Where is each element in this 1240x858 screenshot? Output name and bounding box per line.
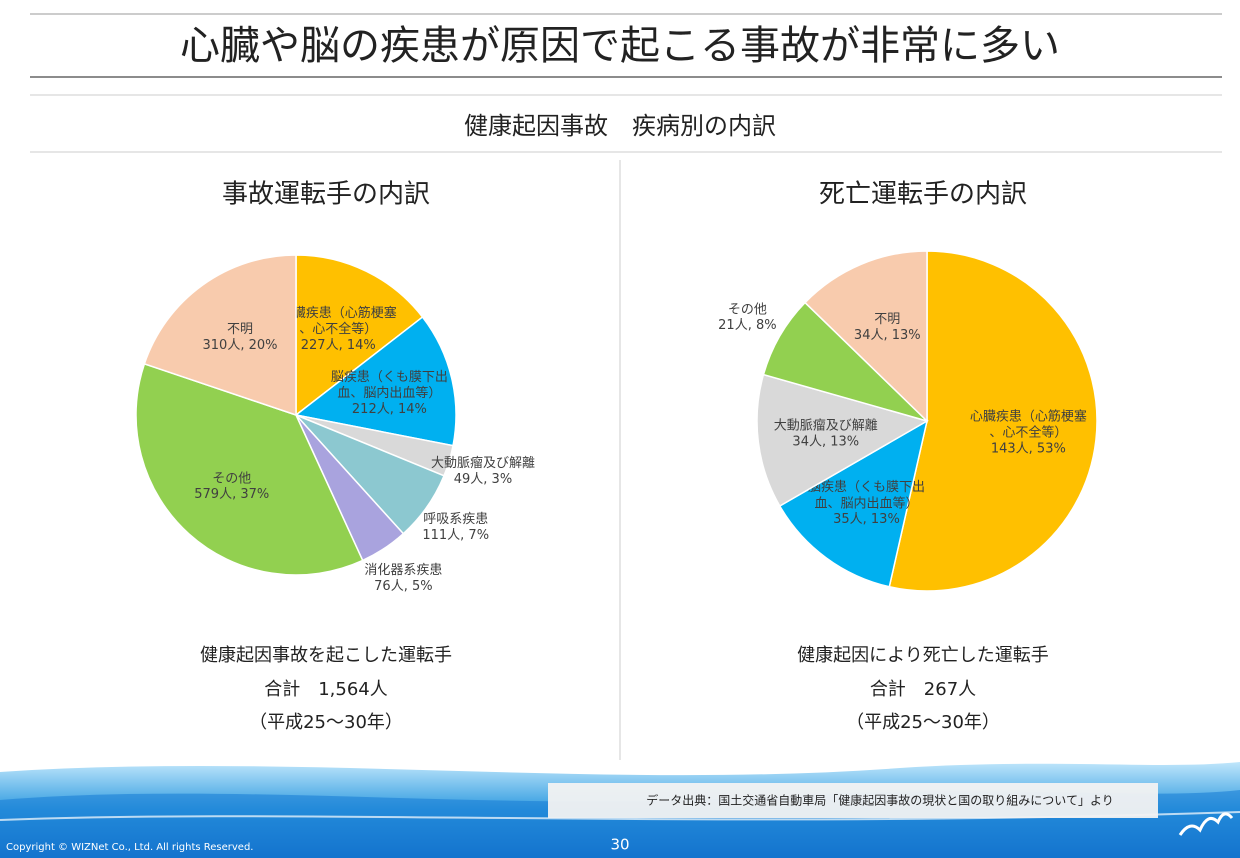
- source: データ出典：国土交通省自動車局「健康起因事故の現状と国の取り組みについて」より: [646, 793, 1113, 808]
- slice-value-label: 21人, 8%: [718, 318, 776, 333]
- pie-slice: [135, 362, 364, 576]
- slice-value-label: 76人, 5%: [374, 579, 432, 594]
- slice-value-label: 212人, 14%: [352, 402, 427, 417]
- slice-value-label: 143人, 53%: [991, 441, 1066, 456]
- chart-title: 事故運転手の内訳: [222, 180, 430, 210]
- slide-title: 心臓や脳の疾患が原因で起こる事故が非常に多い: [180, 23, 1060, 69]
- slice-category: 大動脈瘤及び解離: [774, 417, 878, 433]
- summary: 健康起因により死亡した運転手: [797, 645, 1049, 666]
- slice-category: その他: [728, 302, 767, 317]
- slice-value-label: 35人, 13%: [833, 512, 900, 527]
- chart-title: 死亡運転手の内訳: [819, 180, 1027, 210]
- slice-category: 脳疾患（くも膜下出血、脳内出血等）: [331, 369, 448, 400]
- pie-slice: [295, 254, 424, 417]
- slice-value-label: 34人, 13%: [792, 434, 859, 449]
- slice-category: 大動脈瘤及び解離: [431, 455, 535, 471]
- slice-category: 心臓疾患（心筋梗塞、心不全等）: [970, 408, 1087, 440]
- slice-value-label: 34人, 13%: [854, 328, 921, 343]
- pie-slice: [778, 419, 929, 588]
- logo: [1178, 812, 1234, 836]
- copyright: Copyright © WIZNet Co., Ltd. All rights …: [6, 842, 253, 853]
- summary: （平成25〜30年）: [249, 712, 403, 733]
- summary: 合計 267人: [870, 679, 976, 700]
- slice-category: 心臓疾患（心筋梗塞、心不全等）: [280, 304, 397, 336]
- pie-slice: [888, 250, 1098, 592]
- slice-value-label: 310人, 20%: [203, 338, 278, 353]
- slice-value-label: 579人, 37%: [194, 487, 269, 502]
- pie-slice: [803, 250, 928, 423]
- subtitle: 健康起因事故 疾病別の内訳: [464, 112, 776, 140]
- slice-category: 脳疾患（くも膜下出血、脳内出血等）: [808, 480, 925, 511]
- summary: 健康起因事故を起こした運転手: [200, 645, 452, 666]
- slice-category: 呼吸系疾患: [423, 512, 488, 527]
- source-box: [548, 783, 1158, 818]
- slice-value-label: 49人, 3%: [454, 472, 512, 487]
- pie-slice: [294, 315, 457, 447]
- summary: 合計 1,564人: [264, 679, 388, 700]
- summary: （平成25〜30年）: [846, 712, 1000, 733]
- slice-category: 消化器系疾患: [364, 563, 442, 578]
- slice-value-label: 111人, 7%: [422, 528, 489, 543]
- pie-slice: [756, 373, 929, 508]
- pie-slice: [143, 254, 297, 417]
- slice-category: 不明: [874, 312, 900, 327]
- page-number: 30: [610, 836, 629, 854]
- slice-category: 不明: [227, 322, 253, 337]
- slice-category: その他: [212, 471, 251, 486]
- slice-value-label: 227人, 14%: [301, 338, 376, 353]
